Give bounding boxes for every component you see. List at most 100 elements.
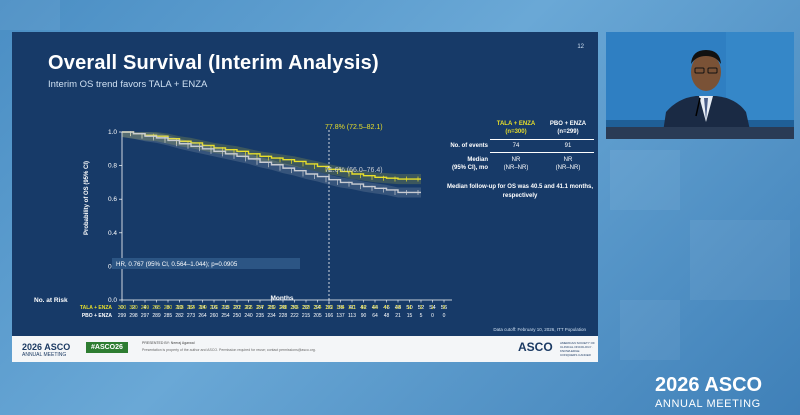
chart-axes: 0.00.20.40.60.81.00246810121416182022242… — [108, 129, 452, 311]
col2-n: (n=299) — [557, 129, 579, 135]
at-risk-value: 280 — [198, 305, 207, 311]
km-curve-tala — [122, 131, 421, 180]
watermark-year: 2026 — [655, 374, 700, 396]
slide-footer: 2026 ASCO ANNUAL MEETING #ASCO26 PRESENT… — [12, 336, 598, 362]
at-risk-value: 276 — [210, 305, 219, 311]
col1-n: (n=300) — [505, 129, 527, 135]
x-tick-label: 10 — [176, 305, 182, 311]
at-risk-value: 246 — [290, 305, 299, 311]
at-risk-value: 113 — [348, 313, 356, 319]
at-risk-value: 48 — [384, 313, 390, 319]
followup-note: Median follow-up for OS was 40.5 and 41.… — [446, 184, 594, 199]
at-risk-value: 300 — [129, 305, 138, 311]
km-chart: 0.00.20.40.60.81.00246810121416182022242… — [34, 124, 452, 319]
slide-subtitle: Interim OS trend favors TALA + ENZA — [48, 79, 208, 90]
table-rule — [490, 139, 594, 140]
y-tick-label: 1.0 — [108, 129, 117, 136]
at-risk-title: No. at Risk — [34, 297, 68, 304]
at-risk-table: TALA + ENZA 300 300 299 295 290 288 284 280 276 27… — [80, 305, 446, 319]
presenter: PRESENTED BY: Neeraj Agarwal — [142, 341, 195, 345]
x-tick-label: 24 — [257, 305, 264, 311]
at-risk-value: 298 — [129, 313, 138, 319]
median-ci-tala: (NR–NR) — [503, 165, 529, 171]
at-risk-value: 250 — [267, 305, 276, 311]
asco-logo: ASCO — [518, 340, 553, 354]
x-tick-label: 48 — [395, 305, 401, 311]
at-risk-value: 273 — [221, 305, 230, 311]
at-risk-value: 137 — [336, 313, 345, 319]
data-cutoff: Data cutoff: February 10, 2026, ITT Popu… — [493, 327, 586, 332]
at-risk-value: 90 — [361, 313, 367, 319]
x-tick-label: 6 — [155, 305, 158, 311]
disclaimer: Presentation is property of the author a… — [142, 348, 316, 352]
at-risk-value: 235 — [256, 313, 265, 319]
footer-year: 2026 — [22, 342, 43, 352]
at-risk-value: 183 — [325, 305, 334, 311]
at-risk-value: 272 — [233, 305, 242, 311]
median-tala: NR — [511, 157, 521, 163]
at-risk-value: 15 — [407, 313, 413, 319]
at-risk-value: 47 — [384, 305, 390, 311]
x-tick-label: 46 — [383, 305, 389, 311]
y-tick-label: 0.0 — [108, 297, 117, 304]
median-label: Median — [467, 157, 488, 163]
at-risk-value: 297 — [141, 313, 150, 319]
at-risk-value: 0 — [443, 305, 446, 311]
at-risk-value: 224 — [313, 305, 322, 311]
at-risk-value: 239 — [302, 305, 311, 311]
at-risk-value: 121 — [348, 305, 357, 311]
footer-asco: ASCO — [44, 342, 71, 352]
events-tala: 74 — [512, 143, 520, 149]
background-tile — [0, 0, 60, 30]
at-risk-row-label: TALA + ENZA — [80, 305, 112, 311]
slide-title: Overall Survival (Interim Analysis) — [48, 52, 379, 74]
col1-label: TALA + ENZA — [496, 121, 536, 127]
col2-label: PBO + ENZA — [549, 121, 587, 127]
at-risk-value: 285 — [164, 313, 173, 319]
x-tick-label: 4 — [143, 305, 147, 311]
watermark-logo: 2026 ASCO — [655, 374, 762, 397]
slide-number: 12 — [577, 44, 584, 50]
at-risk-value: 215 — [302, 313, 311, 319]
x-tick-label: 30 — [291, 305, 297, 311]
col-header-tala: TALA + ENZA (n=300) — [490, 120, 542, 136]
at-risk-value: 5 — [420, 313, 423, 319]
x-tick-label: 0 — [120, 305, 123, 311]
footer-meeting: ANNUAL MEETING — [22, 352, 67, 358]
at-risk-value: 205 — [313, 313, 322, 319]
background-tile — [690, 220, 790, 300]
at-risk-value: 299 — [141, 305, 150, 311]
at-risk-value: 234 — [267, 313, 276, 319]
at-risk-value: 64 — [372, 313, 378, 319]
x-tick-label: 20 — [234, 305, 240, 311]
at-risk-value: 273 — [187, 313, 196, 319]
x-tick-label: 34 — [314, 305, 321, 311]
y-tick-label: 0.6 — [108, 196, 117, 203]
x-tick-label: 8 — [166, 305, 169, 311]
at-risk-value: 282 — [175, 313, 184, 319]
at-risk-value: 289 — [152, 313, 161, 319]
events-pbo: 91 — [564, 143, 572, 149]
median-label-ci: (95% CI), mo — [451, 165, 488, 171]
at-risk-value: 264 — [198, 313, 207, 319]
at-risk-value: 222 — [290, 313, 299, 319]
events-label: No. of events — [450, 143, 488, 149]
x-axis-title: Months — [270, 295, 293, 302]
x-tick-label: 36 — [326, 305, 332, 311]
at-risk-value: 144 — [336, 305, 345, 311]
chart-curves — [122, 131, 421, 198]
watermark-asco: ASCO — [704, 374, 763, 396]
at-risk-value: 250 — [233, 313, 242, 319]
at-risk-value: 21 — [395, 313, 401, 319]
asco-tagline: AMERICAN SOCIETY OF CLINICAL ONCOLOGY · … — [560, 341, 595, 357]
at-risk-value: 0 — [443, 313, 446, 319]
at-risk-value: 0 — [431, 313, 434, 319]
hr-text: HR, 0.767 (95% CI, 0.564–1.044); p=0.090… — [116, 261, 238, 268]
speaker-figure — [606, 32, 794, 139]
at-risk-row-label: PBO + ENZA — [82, 313, 113, 319]
at-risk-value: 1 — [431, 305, 434, 311]
at-risk-value: 86 — [361, 305, 367, 311]
x-tick-label: 12 — [188, 305, 194, 311]
y-axis-title: Probability of OS (95% CI) — [84, 161, 90, 235]
x-tick-label: 50 — [406, 305, 412, 311]
